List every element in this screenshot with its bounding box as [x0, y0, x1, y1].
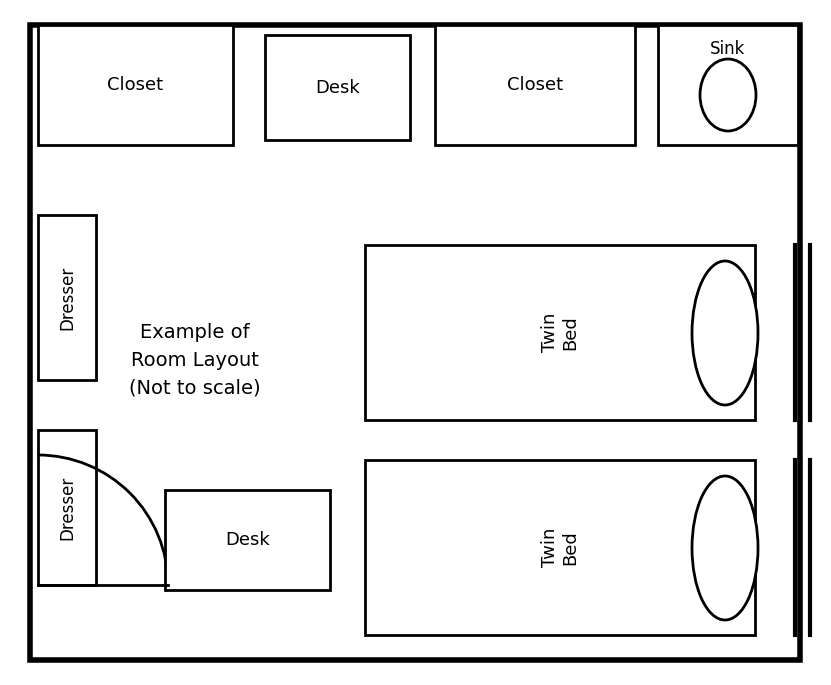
Ellipse shape [692, 476, 758, 620]
Text: Closet: Closet [107, 76, 164, 94]
Bar [365, 460, 755, 635]
Bar [38, 430, 96, 585]
Text: Desk: Desk [315, 79, 360, 97]
Bar [265, 35, 410, 140]
Bar [38, 25, 233, 145]
Text: Dresser: Dresser [58, 265, 76, 329]
Ellipse shape [700, 59, 756, 131]
Ellipse shape [692, 261, 758, 405]
Text: Closet: Closet [507, 76, 563, 94]
Bar [658, 25, 798, 145]
Text: Twin
Bed: Twin Bed [541, 528, 579, 567]
Text: Dresser: Dresser [58, 475, 76, 540]
Text: Sink: Sink [711, 40, 745, 58]
Text: Example of
Room Layout
(Not to scale): Example of Room Layout (Not to scale) [129, 323, 261, 397]
Bar [165, 490, 330, 590]
Text: Twin
Bed: Twin Bed [541, 313, 579, 352]
Text: Desk: Desk [225, 531, 270, 549]
Bar [435, 25, 635, 145]
Bar [365, 245, 755, 420]
Bar [38, 215, 96, 380]
